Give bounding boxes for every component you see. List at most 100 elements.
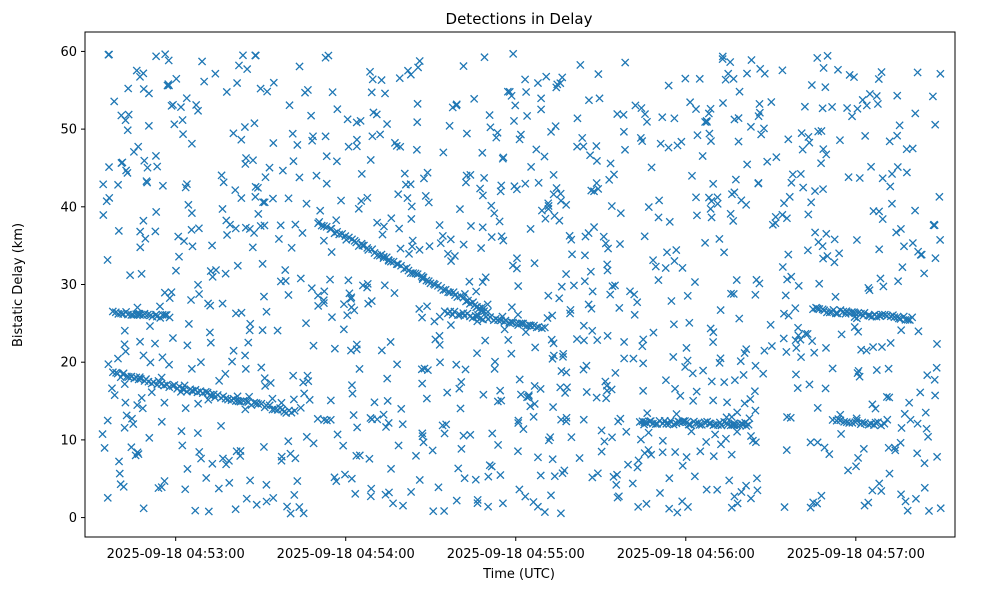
data-point: [296, 274, 305, 283]
data-point: [472, 349, 482, 358]
data-point: [862, 346, 871, 355]
data-point: [187, 225, 196, 234]
data-point: [746, 122, 755, 131]
data-point: [744, 420, 753, 429]
data-point: [515, 135, 524, 144]
data-point: [478, 223, 487, 232]
data-point: [114, 180, 123, 189]
data-point: [509, 49, 518, 58]
data-point: [791, 304, 800, 313]
data-point: [800, 102, 809, 111]
data-point: [243, 65, 252, 74]
data-point: [390, 289, 399, 298]
data-point: [549, 170, 558, 179]
data-point: [900, 409, 909, 418]
data-point: [623, 460, 633, 469]
data-point: [373, 218, 382, 227]
data-point: [751, 438, 760, 447]
data-point: [514, 416, 523, 425]
data-point: [104, 360, 113, 369]
data-point: [295, 62, 304, 71]
data-point: [619, 110, 628, 119]
data-point: [139, 351, 148, 360]
data-point: [527, 162, 536, 171]
data-point: [536, 384, 545, 393]
data-point: [884, 443, 893, 452]
data-point: [284, 437, 293, 446]
data-point: [143, 163, 152, 172]
data-point: [204, 507, 213, 516]
data-point: [384, 255, 393, 264]
data-point: [678, 263, 687, 272]
data-point: [588, 473, 597, 482]
data-point: [587, 186, 596, 195]
data-point: [662, 419, 671, 428]
data-point: [872, 365, 881, 375]
data-point: [429, 507, 438, 516]
data-point: [928, 92, 937, 101]
data-point: [672, 410, 681, 419]
data-point: [759, 369, 768, 378]
data-point: [286, 509, 295, 518]
data-point: [936, 69, 945, 78]
data-point: [621, 58, 630, 67]
x-tick-label: 2025-09-18 04:56:00: [617, 547, 755, 562]
data-point: [750, 387, 759, 396]
data-point: [302, 199, 311, 208]
data-point: [587, 304, 596, 313]
data-point: [683, 291, 692, 300]
data-point: [450, 251, 459, 261]
data-point: [922, 424, 931, 433]
data-point: [932, 363, 941, 372]
data-point: [204, 395, 213, 404]
data-point: [171, 266, 181, 275]
data-point: [576, 60, 585, 70]
data-point: [647, 450, 656, 459]
data-point: [606, 290, 615, 299]
data-point: [543, 313, 552, 323]
data-point: [546, 127, 556, 136]
data-point: [367, 484, 376, 493]
data-point: [611, 368, 620, 377]
data-point: [600, 437, 609, 446]
data-point: [687, 171, 697, 180]
data-point: [820, 443, 829, 452]
data-point: [836, 410, 845, 419]
data-point: [686, 98, 695, 107]
data-point: [499, 236, 508, 245]
data-point: [415, 56, 424, 66]
data-point: [522, 87, 531, 97]
data-point: [592, 141, 601, 151]
data-point: [891, 446, 900, 455]
data-point: [751, 290, 760, 299]
data-point: [903, 506, 912, 515]
data-point: [417, 313, 427, 322]
data-point: [628, 479, 637, 488]
data-point: [817, 159, 826, 168]
data-point: [634, 456, 643, 465]
data-point: [135, 337, 145, 346]
data-point: [407, 202, 416, 211]
data-point: [817, 126, 826, 136]
data-point: [834, 415, 843, 424]
data-point: [122, 411, 131, 420]
data-point: [251, 51, 260, 60]
data-point: [828, 102, 837, 112]
data-point: [753, 486, 762, 495]
data-point: [194, 224, 203, 233]
data-point: [231, 224, 240, 233]
data-point: [319, 296, 328, 305]
data-point: [687, 427, 696, 436]
data-point: [121, 398, 130, 407]
data-point: [811, 228, 820, 237]
data-point: [268, 194, 278, 203]
data-point: [325, 275, 335, 284]
data-point: [886, 182, 895, 191]
data-point: [281, 265, 290, 275]
data-point: [767, 341, 776, 351]
data-point: [428, 446, 437, 455]
data-point: [581, 232, 590, 241]
data-point: [517, 319, 526, 328]
data-point: [299, 378, 308, 387]
data-point: [548, 311, 557, 320]
